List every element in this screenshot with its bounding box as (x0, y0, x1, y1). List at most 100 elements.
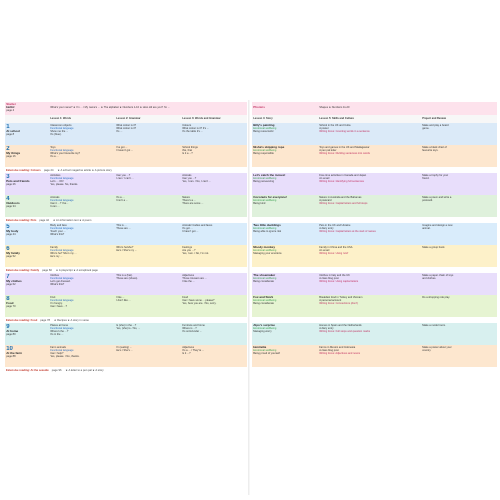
skills-line: Toys and games in the UK and Madagascar (319, 145, 370, 149)
skills-line: An email (319, 176, 330, 180)
project-line: game. (422, 126, 430, 130)
story-title: Coconuts for everyone! (253, 195, 287, 199)
story-title: Moody monkey (253, 245, 276, 249)
project-line: Make and play a board (422, 123, 449, 127)
skills-line: Writing focus: Using capital letters (319, 280, 359, 284)
lesson-line: Yes, please. / No, thanks. (50, 355, 80, 359)
unit-page: page 88 (6, 354, 16, 358)
page-gutter (248, 100, 250, 495)
lesson-line: Nature (182, 195, 190, 199)
skills-line: A pen pal letter (319, 148, 337, 152)
unit-row: Nisha's skipping rope Emotional wellbeing… (252, 145, 497, 167)
project-cell: Make a black chart of favourite toys. (421, 145, 497, 153)
extensive-reading-page: page 24 (43, 168, 54, 172)
lesson-cell-c: Food Can I have some ... please? Yes, here… (181, 295, 247, 306)
story-title: Nisha's skipping rope (253, 145, 285, 149)
lesson-line: It's (blue). (50, 133, 62, 137)
skills-line: Writing focus: Capital letters at the st… (319, 230, 376, 234)
unit-row: Billy's painting Emotional wellbeing Being… (252, 123, 497, 145)
lesson-cell-c: Colours What colour is it? It's ... It's t… (181, 123, 247, 134)
skills-line: Writing focus: Using 'and' (319, 252, 349, 256)
story-title: The shoemaker (253, 273, 276, 277)
lesson-line: Clothes (50, 273, 59, 277)
lesson-line: Fruit (50, 295, 56, 299)
lesson-line: Farm animals (50, 345, 66, 349)
unit-row: Coconuts for everyone! Emotional wellbein… (252, 195, 497, 217)
story-cell: Nisha's skipping rope Emotional wellbeing… (252, 145, 318, 156)
project-line: postcard. (422, 198, 433, 202)
lesson-cell-b: This is a (hat). These are (shoes). (115, 273, 181, 281)
story-value: Managing worry (253, 330, 272, 334)
lesson-line: I like the ... (182, 280, 195, 284)
lesson-line: Is it a ...? (182, 152, 193, 156)
lesson-line: What colour is it? It's ... (182, 126, 209, 130)
project-cell: Make a trophy for your friend. (421, 173, 497, 181)
lesson-line: Can you ...? (182, 176, 197, 180)
story-wellbeing: Emotional wellbeing (253, 298, 277, 302)
phonics-topics: Shapes ★ Numbers 11-20 (319, 106, 350, 109)
lesson-line: Yes, please. No, thanks. (50, 183, 79, 187)
lesson-line: It's on/in/under ... (182, 330, 203, 334)
unit-cell: 9 At home page 80 (5, 323, 49, 337)
lesson-cell-c: School things this, that Is it a ...? (181, 145, 247, 156)
project-cell: Make a group book. (421, 245, 497, 249)
story-wellbeing: Emotional wellbeing (253, 226, 277, 230)
lesson-cell-a: Classroom objects Functional language Show… (49, 123, 115, 137)
unit-row: Henrietta Emotional wellbeing Being proud … (252, 345, 497, 367)
extensive-reading-label: Extensive reading: Pets (6, 218, 37, 222)
lesson-line: Functional language (50, 226, 74, 230)
unit-title: My things (6, 151, 21, 155)
unit-cell: 1 At school page 8 (5, 123, 49, 137)
extensive-reading-row: Extensive reading: At the seaside page 96… (5, 367, 247, 373)
starter-page: page 4 (6, 109, 15, 113)
skills-line: Homes in Spain and the Netherlands (319, 323, 362, 327)
project-line: friend. (422, 176, 430, 180)
skills-cell: Nature in Australia and the Bahamas A pos… (318, 195, 421, 206)
story-value: Being able to ignore risk (253, 230, 282, 234)
story-value: Being resourceful (253, 130, 274, 134)
unit-number: 4 (6, 195, 10, 202)
lesson-cell-a: Farm animals Functional language Can I hel… (49, 345, 115, 359)
skills-cell: Farms in Mexico and Indonesia A class blo… (318, 345, 421, 356)
lesson-line: Functional language (50, 176, 74, 180)
unit-cell: 7 My clothes page 62 (5, 273, 49, 287)
extensive-reading-spacer (252, 167, 497, 173)
unit-title: My family (6, 251, 20, 255)
extensive-reading-page: page 96 (51, 368, 62, 372)
lesson-line: Adjectives (182, 273, 195, 277)
story-wellbeing: Emotional wellbeing (253, 126, 277, 130)
lesson-line: Functional language (50, 148, 74, 152)
lesson-line: Functional language (50, 198, 74, 202)
lesson-line: I don't like ... (116, 298, 131, 302)
unit-number: 10 (6, 345, 13, 352)
skills-cell: Breakfast food in Turkey and Vietnam A pe… (318, 295, 421, 306)
extensive-reading-spacer (252, 317, 497, 323)
lesson-cell-c: Animals Can you ...? Yes, I can. / No, I c… (181, 173, 247, 184)
unit-page: page 26 (6, 182, 16, 186)
starter-title: Starter (6, 102, 16, 106)
skills-line: Writing focus: Identifying full sentence… (319, 180, 364, 184)
story-wellbeing: Emotional wellbeing (253, 248, 277, 252)
lesson-line: It's in the ... (50, 333, 64, 337)
lesson-cell-c: Animals' bodies and faces It's got ... It … (181, 223, 247, 234)
lesson-line: I've got ... (116, 145, 128, 149)
lesson-cell-a: Clothes Functional language Let's get dres… (49, 273, 115, 287)
lesson-line: These are ... (116, 226, 131, 230)
unit-title: At school (6, 129, 20, 133)
unit-cell: 3 Pets and friends page 26 (5, 173, 49, 187)
skills-line: Breakfast food in Turkey and Vietnam (319, 295, 363, 299)
lesson-cell-c: Furniture and home Where is ...? It's on/i… (181, 323, 247, 334)
skills-cell: Pets in the UK and Ukraine A diary entry W… (318, 223, 421, 234)
starter-topics: What's your name? ★ I'm ... / My name's … (50, 106, 170, 109)
story-title: Let's catch the moves! (253, 173, 286, 177)
lesson-line: Food (182, 295, 189, 299)
skills-line: An email (319, 248, 330, 252)
lesson-line: I can / I can't ... (116, 176, 134, 180)
unit-row: Let's catch the moves! Emotional wellbein… (252, 173, 497, 195)
lesson-line: Where's the ...? (50, 330, 69, 334)
unit-row: 10 At the farm page 88 Farm animals Function… (5, 345, 247, 367)
phonics-title: Phonics (253, 104, 265, 109)
left-units: 1 At school page 8 Classroom objects Functio… (5, 123, 247, 373)
project-cell: Make a poster about your country. (421, 345, 497, 353)
lesson-cell-c: Nature There's a ... There are some ... (181, 195, 247, 206)
